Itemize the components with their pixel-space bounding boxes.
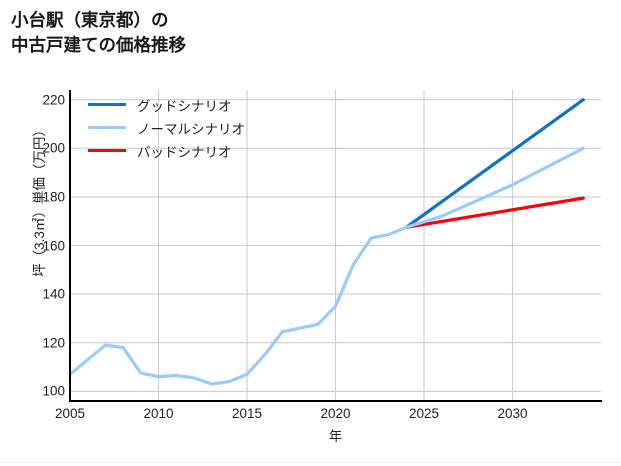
y-tick-label: 200	[42, 140, 65, 156]
legend-label-normal: ノーマルシナリオ	[137, 121, 245, 137]
x-axis-tick-labels: 2005 2010 2015 2020 2025 2030	[55, 406, 615, 426]
y-tick-label: 100	[42, 383, 65, 399]
y-tick-label: 180	[42, 189, 65, 205]
x-tick-label: 2005	[54, 406, 86, 421]
x-axis-label: 年	[328, 429, 343, 444]
legend-label-bad: バッドシナリオ	[137, 144, 232, 160]
x-axis-spine	[69, 400, 602, 402]
y-axis-tick-labels: 100 120 140 160 180 200 220	[20, 90, 65, 401]
legend-swatch-normal	[88, 125, 126, 130]
chart-legend: グッドシナリオ ノーマルシナリオ バッドシナリオ	[88, 93, 308, 162]
x-tick-label: 2030	[497, 406, 528, 421]
legend-item-normal[interactable]: ノーマルシナリオ	[88, 116, 308, 139]
legend-swatch-bad	[88, 148, 126, 153]
legend-swatch-good	[88, 102, 126, 107]
y-axis-spine	[69, 90, 71, 401]
y-tick-label: 120	[42, 335, 65, 351]
y-tick-label: 160	[42, 238, 65, 253]
series-line-bad	[404, 196, 585, 229]
x-tick-label: 2015	[231, 406, 263, 421]
series-lines	[70, 98, 585, 386]
x-tick-label: 2010	[143, 406, 174, 421]
chart-title: 小台駅（東京都）の 中古戸建ての価格推移	[11, 10, 186, 56]
legend-item-bad[interactable]: バッドシナリオ	[88, 139, 308, 162]
plot-area	[69, 90, 602, 402]
series-line-normal	[70, 146, 585, 386]
gridlines	[70, 90, 601, 401]
series-line-good	[404, 98, 585, 229]
legend-label-good: グッドシナリオ	[137, 98, 232, 114]
x-tick-label: 2025	[408, 406, 440, 421]
y-tick-label: 140	[42, 286, 65, 302]
plot-svg	[70, 90, 601, 401]
figure-bottom-edge	[0, 462, 621, 466]
y-tick-label: 220	[42, 92, 65, 108]
x-tick-label: 2020	[320, 406, 351, 421]
legend-item-good[interactable]: グッドシナリオ	[88, 93, 308, 116]
